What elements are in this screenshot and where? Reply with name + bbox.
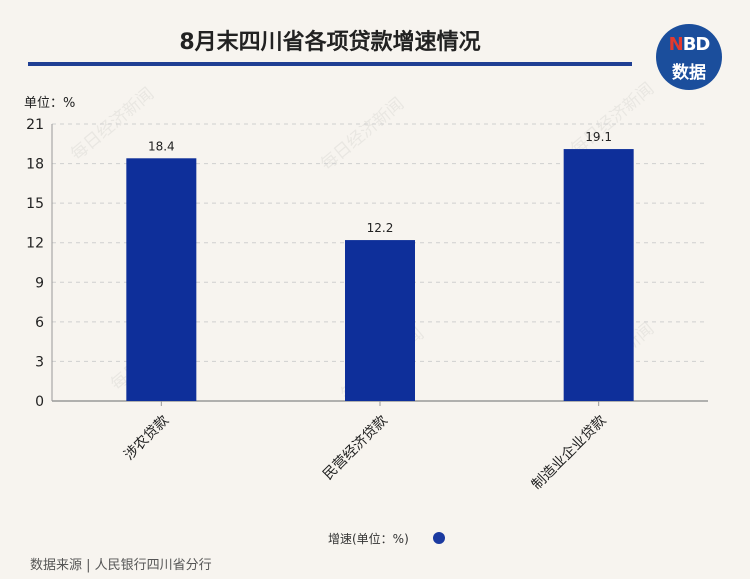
y-tick-label: 6 [35, 315, 44, 331]
y-axis-unit-label: 单位：% [24, 96, 76, 111]
chart-title: 8月末四川省各项贷款增速情况 [179, 30, 481, 55]
bar [345, 240, 415, 401]
logo-text-bottom: 数据 [672, 63, 706, 83]
x-category-label: 民营经济贷款 [320, 413, 391, 484]
y-tick-label: 18 [26, 157, 44, 173]
y-tick-label: 0 [35, 394, 44, 410]
data-label: 19.1 [585, 130, 612, 144]
legend-marker [433, 532, 445, 544]
data-label: 18.4 [148, 139, 175, 153]
x-category-label: 制造业企业贷款 [528, 412, 609, 493]
y-tick-label: 15 [26, 196, 44, 212]
y-tick-label: 21 [26, 117, 44, 133]
bar [563, 149, 634, 401]
x-category-label: 涉农贷款 [121, 413, 172, 464]
bar [126, 158, 197, 401]
y-tick-label: 3 [35, 354, 44, 370]
y-tick-label: 9 [35, 275, 44, 291]
data-source: 数据来源 | 人民银行四川省分行 [30, 558, 212, 573]
logo-text-top: NBD [668, 34, 711, 55]
legend-label: 增速(单位：%) [328, 532, 409, 546]
title-underline [28, 62, 632, 66]
nbd-logo: NBD 数据 [656, 24, 722, 90]
y-tick-label: 12 [26, 236, 44, 252]
data-label: 12.2 [367, 221, 394, 235]
